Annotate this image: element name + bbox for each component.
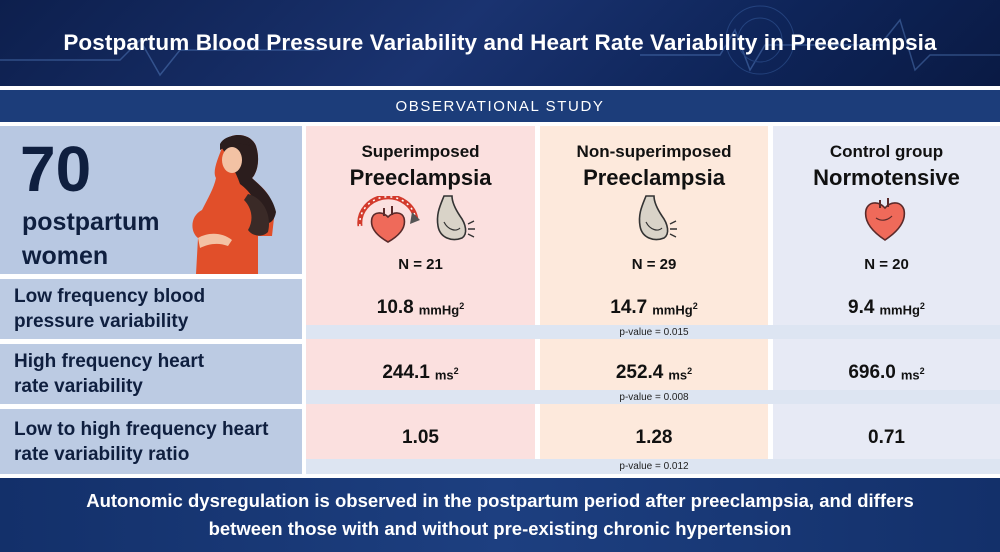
header-background-graphic (0, 5, 1000, 77)
table-cell: 244.1 ms2 (382, 362, 459, 383)
table-cell: 14.7 mmHg2 (610, 297, 698, 318)
table-cell: 1.28 (635, 427, 673, 448)
bp-gauge-heart-icon (357, 196, 420, 243)
table-cell: 10.8 mmHg2 (376, 297, 465, 318)
group-column-control (773, 126, 1000, 474)
heart-icon (864, 198, 906, 241)
cohort-label-line2: women (22, 242, 109, 270)
table-cell: 0.71 (868, 427, 905, 448)
pvalue-lf-hf-ratio: p-value = 0.012 (540, 459, 768, 474)
pvalue-lf-bp: p-value = 0.015 (540, 325, 768, 339)
row-label-lf-hf-ratio: Low to high frequency heart rate variabil… (0, 409, 302, 474)
row-label-hf-hr: High frequency heart rate variability (0, 344, 302, 404)
group-subtitle-superimposed: Preeclampsia (349, 165, 492, 190)
table-cell: 252.4 ms2 (615, 362, 693, 383)
pvalue-hf-hr: p-value = 0.008 (540, 390, 768, 404)
group-title-superimposed: Superimposed (361, 142, 480, 161)
group-title-non-superimposed: Non-superimposed (576, 142, 732, 161)
table-cell: 9.4 mmHg2 (848, 297, 925, 318)
group-subtitle-non-superimposed: Preeclampsia (583, 165, 725, 190)
cohort-label-line1: postpartum (22, 208, 160, 236)
table-cell: 1.05 (402, 427, 439, 448)
group-column-superimposed (306, 126, 535, 474)
pregnant-belly-icon-non-superimposed (638, 195, 677, 241)
group-n-control: N = 20 (864, 256, 909, 273)
page-title: Postpartum Blood Pressure Variability an… (63, 30, 937, 55)
group-n-superimposed: N = 21 (398, 256, 443, 273)
pregnant-woman-icon (192, 134, 276, 274)
pregnant-belly-icon (436, 195, 475, 241)
group-column-non-superimposed (540, 126, 768, 474)
cohort-count: 70 (20, 133, 92, 205)
conclusion-banner: Autonomic dysregulation is observed in t… (0, 478, 1000, 552)
row-label-lf-bp: Low frequency blood pressure variability (0, 279, 302, 339)
group-subtitle-control: Normotensive (813, 165, 960, 190)
group-n-non-superimposed: N = 29 (631, 256, 677, 273)
header-banner (0, 0, 1000, 86)
table-cell: 696.0 ms2 (848, 362, 925, 383)
group-title-control: Control group (829, 142, 944, 161)
study-type-banner: OBSERVATIONAL STUDY (0, 90, 1000, 122)
